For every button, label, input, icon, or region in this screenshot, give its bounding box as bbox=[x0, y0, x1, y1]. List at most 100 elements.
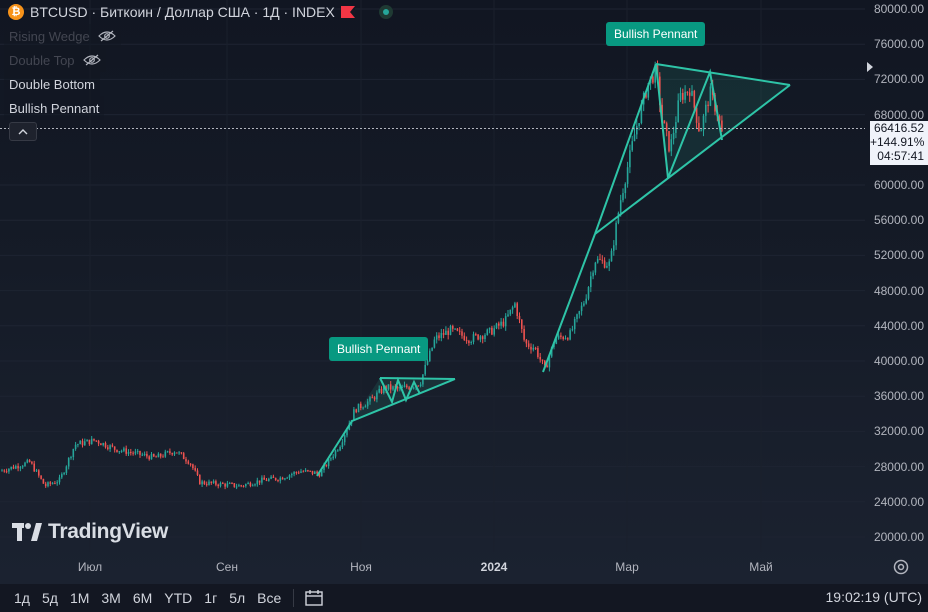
candle-body bbox=[493, 328, 495, 335]
flag-icon[interactable] bbox=[340, 6, 355, 18]
symbol-title[interactable]: BTCUSD · Биткоин / Доллар США · 1Д · IND… bbox=[30, 4, 335, 20]
candle-body bbox=[387, 384, 390, 390]
price-tick-label: 36000.00 bbox=[873, 389, 924, 404]
candle-body bbox=[470, 341, 472, 343]
candle-body bbox=[139, 450, 141, 455]
candle-body bbox=[721, 120, 723, 132]
candle-body bbox=[449, 325, 452, 335]
eye-hidden-icon[interactable] bbox=[82, 54, 101, 66]
candle-body bbox=[134, 451, 137, 454]
range-button[interactable]: 3М bbox=[101, 590, 121, 606]
candle-body bbox=[389, 384, 392, 390]
candle-body bbox=[691, 90, 693, 96]
range-button[interactable]: 1д bbox=[14, 590, 30, 606]
candle-body bbox=[468, 340, 470, 343]
indicator-legend: Rising Wedge Double Top Double Bottom Bu… bbox=[4, 24, 121, 120]
pennant2-zigzag bbox=[655, 63, 723, 179]
candle-body bbox=[88, 439, 91, 445]
price-axis[interactable]: 80000.00 76000.00 72000.00 68000.00 60000.00… bbox=[865, 0, 928, 552]
candle-body bbox=[544, 360, 546, 366]
price-tick-label: 68000.00 bbox=[873, 107, 924, 122]
pattern-label-pennant-1[interactable]: Bullish Pennant bbox=[329, 337, 429, 361]
price-tick-label: 72000.00 bbox=[873, 72, 924, 87]
candle-body bbox=[684, 91, 686, 100]
candle-body bbox=[461, 331, 463, 336]
candle-body bbox=[364, 406, 367, 408]
range-button[interactable]: 5л bbox=[229, 590, 246, 606]
price-chart[interactable] bbox=[0, 0, 865, 552]
candle-body bbox=[116, 449, 118, 453]
candle-body bbox=[564, 338, 567, 340]
symbol-header[interactable]: ₿ BTCUSD · Биткоин / Доллар США · 1Д · I… bbox=[8, 2, 393, 22]
candle-body bbox=[610, 250, 613, 262]
candle-body bbox=[695, 107, 698, 123]
calendar-icon[interactable] bbox=[304, 589, 324, 607]
candle-body bbox=[458, 330, 461, 332]
indicator-double-top[interactable]: Double Top bbox=[4, 48, 106, 72]
collapse-legend-button[interactable] bbox=[9, 122, 37, 141]
candle-body bbox=[615, 222, 617, 246]
candle-body bbox=[196, 470, 199, 475]
candle-body bbox=[330, 458, 332, 460]
range-button[interactable]: YTD bbox=[164, 590, 193, 606]
candle-body bbox=[585, 298, 587, 304]
candle-body bbox=[392, 386, 394, 390]
candle-body bbox=[486, 329, 489, 336]
tradingview-logo-icon bbox=[12, 523, 42, 541]
eye-hidden-icon[interactable] bbox=[97, 30, 116, 42]
candle-body bbox=[491, 327, 493, 335]
candle-body bbox=[532, 347, 535, 350]
candle-body bbox=[472, 334, 475, 342]
candle-body bbox=[5, 471, 8, 473]
candle-body bbox=[447, 330, 449, 335]
candle-body bbox=[702, 115, 705, 131]
candle-body bbox=[233, 483, 236, 487]
gear-icon[interactable] bbox=[891, 557, 911, 577]
candle-body bbox=[608, 261, 610, 266]
price-tick-label: 28000.00 bbox=[873, 459, 924, 474]
candle-body bbox=[527, 343, 530, 347]
candle-body bbox=[61, 474, 63, 478]
candle-body bbox=[153, 454, 155, 457]
price-tick-label: 52000.00 bbox=[873, 248, 924, 263]
candle-body bbox=[475, 334, 477, 336]
candle-body bbox=[143, 453, 146, 455]
candle-body bbox=[113, 446, 116, 450]
candle-body bbox=[477, 334, 479, 340]
candle-body bbox=[325, 465, 328, 467]
range-button[interactable]: Все bbox=[257, 590, 282, 606]
range-button[interactable]: 6М bbox=[132, 590, 153, 606]
range-button[interactable]: 5д bbox=[41, 590, 58, 606]
pattern-label-pennant-2[interactable]: Bullish Pennant bbox=[606, 22, 706, 46]
market-status-icon[interactable] bbox=[378, 5, 393, 19]
candle-body bbox=[65, 466, 68, 473]
candle-body bbox=[40, 475, 42, 479]
candle-body bbox=[111, 445, 114, 447]
indicator-bullish-pennant[interactable]: Bullish Pennant bbox=[4, 96, 105, 120]
candle-body bbox=[208, 481, 210, 485]
candle-body bbox=[504, 316, 507, 327]
candle-body bbox=[268, 478, 270, 481]
candle-body bbox=[668, 131, 670, 152]
price-tick-label: 80000.00 bbox=[873, 2, 924, 16]
indicator-double-bottom[interactable]: Double Bottom bbox=[4, 72, 100, 96]
candle-body bbox=[291, 474, 293, 476]
candle-body bbox=[272, 476, 275, 478]
candle-body bbox=[592, 272, 594, 277]
candle-body bbox=[286, 477, 288, 479]
candle-body bbox=[619, 200, 622, 213]
candle-body bbox=[539, 357, 541, 360]
time-axis[interactable]: Июл Сен Ноя 2024 Мар Май bbox=[0, 554, 865, 580]
candle-body bbox=[199, 474, 201, 485]
range-button[interactable]: 1г bbox=[204, 590, 218, 606]
candle-body bbox=[502, 321, 505, 327]
candle-body bbox=[495, 323, 498, 329]
range-button[interactable]: 1М bbox=[69, 590, 90, 606]
candle-body bbox=[309, 470, 311, 472]
candle-body bbox=[148, 456, 150, 460]
candle-body bbox=[240, 485, 242, 487]
time-tick-label: Июл bbox=[77, 560, 103, 574]
indicator-rising-wedge[interactable]: Rising Wedge bbox=[4, 24, 121, 48]
candle-body bbox=[70, 457, 72, 459]
utc-clock[interactable]: 19:02:19 (UTC) bbox=[825, 589, 922, 605]
